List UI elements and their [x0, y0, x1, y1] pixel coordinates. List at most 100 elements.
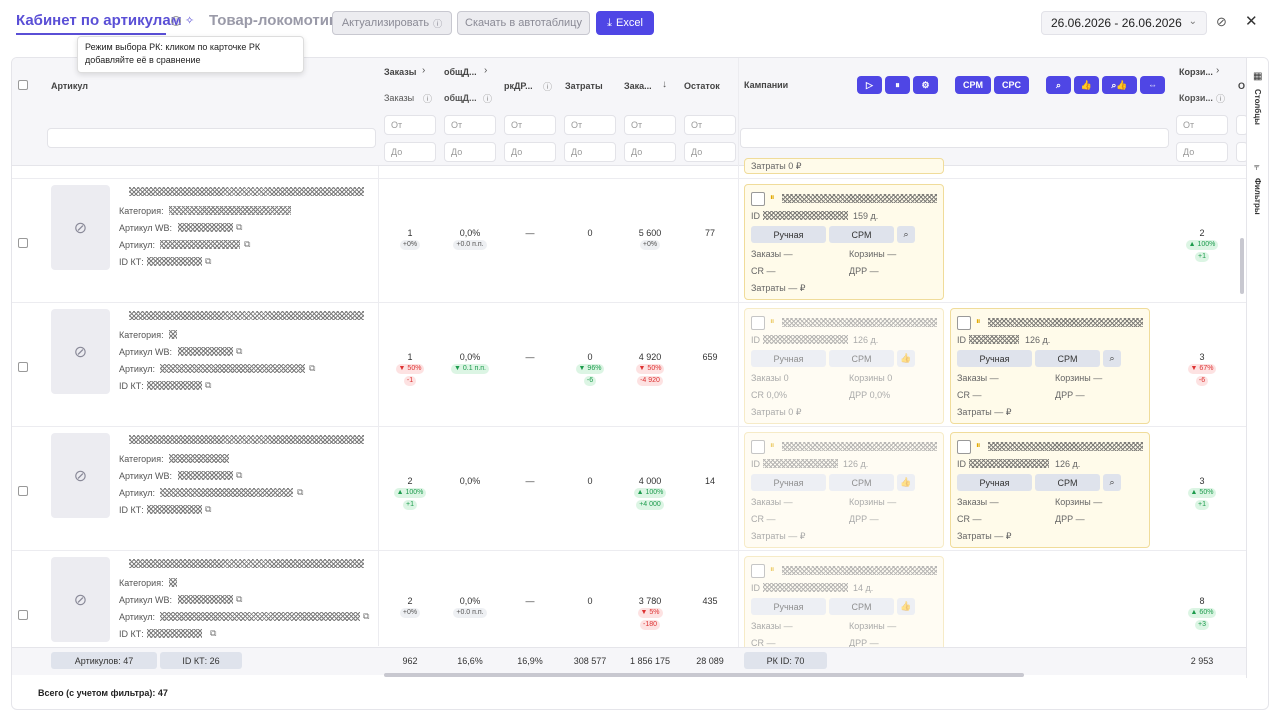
- tab-cabinet-by-article[interactable]: Кабинет по артикулам: [16, 12, 182, 29]
- stock-from-input[interactable]: От: [684, 115, 736, 135]
- card-checkbox[interactable]: [751, 316, 765, 330]
- campaign-card-partial[interactable]: Затраты 0 ₽: [744, 158, 944, 174]
- select-mode-icon[interactable]: ✧: [185, 15, 195, 27]
- manual-button[interactable]: Ручная: [751, 474, 826, 491]
- copy-icon[interactable]: ⧉: [205, 256, 212, 266]
- campaign-filter-input[interactable]: [740, 128, 1169, 148]
- carts-from-input[interactable]: От: [1176, 115, 1228, 135]
- carts-to-input[interactable]: До: [1176, 142, 1228, 162]
- row-checkbox[interactable]: [18, 238, 28, 248]
- like-icon[interactable]: 👍: [897, 598, 915, 615]
- table-row[interactable]: ⊘ Категория: Артикул WB: ⧉ Артикул: ⧉ ID…: [12, 427, 1246, 549]
- row-checkbox[interactable]: [18, 610, 28, 620]
- row-checkbox[interactable]: [18, 362, 28, 372]
- info-icon[interactable]: i: [171, 16, 181, 26]
- download-autotable-button[interactable]: Скачать в автотаблицу: [457, 11, 590, 35]
- manual-button[interactable]: Ручная: [957, 474, 1032, 491]
- cpm-button[interactable]: CPM: [829, 598, 894, 615]
- table-row[interactable]: ⊘ Категория: Артикул WB: ⧉ Артикул: ⧉ ID…: [12, 179, 1246, 301]
- settings-icon[interactable]: ⚙: [913, 76, 938, 94]
- search-icon[interactable]: ⌕: [1103, 474, 1121, 491]
- campaign-card[interactable]: ⏸ ID 126 д. Ручная CPM ⌕ Заказы — Корзин…: [950, 432, 1150, 548]
- col-costs[interactable]: Затраты: [565, 81, 603, 91]
- table-row[interactable]: ⊘ Категория: Артикул WB: ⧉ Артикул: ⧉ ID…: [12, 551, 1246, 647]
- manual-button[interactable]: Ручная: [751, 598, 826, 615]
- col-article[interactable]: Артикул: [51, 81, 88, 91]
- copy-icon[interactable]: ⧉: [236, 594, 243, 604]
- col-orders[interactable]: Заказы: [384, 67, 417, 77]
- cpc-filter-button[interactable]: CPC: [994, 76, 1029, 94]
- rkdr-from-input[interactable]: От: [504, 115, 556, 135]
- col-zaka[interactable]: Зака...: [624, 81, 652, 91]
- chevron-right-icon[interactable]: ›: [484, 65, 488, 76]
- vertical-scrollbar[interactable]: [1240, 238, 1244, 294]
- orders-to-input[interactable]: До: [384, 142, 436, 162]
- columns-icon[interactable]: ▦: [1253, 71, 1263, 82]
- orders-from-input[interactable]: От: [384, 115, 436, 135]
- excel-button[interactable]: ⤓ Excel: [596, 11, 654, 35]
- copy-icon[interactable]: ⧉: [236, 346, 243, 356]
- cpm-button[interactable]: CPM: [829, 474, 894, 491]
- copy-icon[interactable]: ⧉: [363, 611, 370, 621]
- campaign-card[interactable]: ⏸ ID 159 д. Ручная CPM ⌕ Заказы — Корзин…: [744, 184, 944, 300]
- manual-button[interactable]: Ручная: [751, 350, 826, 367]
- copy-icon[interactable]: ⧉: [309, 363, 316, 373]
- costs-from-input[interactable]: От: [564, 115, 616, 135]
- filter-icon[interactable]: ⫧: [1254, 162, 1260, 173]
- article-filter-input[interactable]: [47, 128, 376, 148]
- campaign-card[interactable]: ⏸ ID 14 д. Ручная CPM 👍 Заказы — Корзины…: [744, 556, 944, 647]
- campaign-card[interactable]: ⏸ ID 126 д. Ручная CPM 👍 Заказы — Корзин…: [744, 432, 944, 548]
- card-checkbox[interactable]: [751, 192, 765, 206]
- horizontal-scrollbar[interactable]: [384, 673, 1024, 677]
- campaign-card[interactable]: ⏸ ID 126 д. Ручная CPM 👍 Заказы 0 Корзин…: [744, 308, 944, 424]
- table-row[interactable]: ⊘ Категория: Артикул WB: ⧉ Артикул: ⧉ ID…: [12, 303, 1246, 425]
- search-icon[interactable]: ⌕: [1103, 350, 1121, 367]
- copy-icon[interactable]: ⧉: [236, 222, 243, 232]
- pause-icon[interactable]: ⏸: [885, 76, 910, 94]
- rkdr-to-input[interactable]: До: [504, 142, 556, 162]
- side-filters-tab[interactable]: Фильтры: [1253, 178, 1262, 215]
- sort-down-icon[interactable]: ↓: [662, 79, 667, 90]
- col-stock[interactable]: Остаток: [684, 81, 720, 91]
- copy-icon[interactable]: ⧉: [236, 470, 243, 480]
- card-checkbox[interactable]: [957, 316, 971, 330]
- card-checkbox[interactable]: [751, 564, 765, 578]
- col-carts[interactable]: Корзи...: [1179, 67, 1213, 77]
- col-rkdr[interactable]: ркДР...: [504, 81, 533, 91]
- cpm-button[interactable]: CPM: [829, 226, 894, 243]
- costs-to-input[interactable]: До: [564, 142, 616, 162]
- manual-button[interactable]: Ручная: [751, 226, 826, 243]
- zaka-to-input[interactable]: До: [624, 142, 676, 162]
- close-icon[interactable]: ✕: [1245, 13, 1258, 30]
- search-like-icon[interactable]: ⌕👍: [1102, 76, 1137, 94]
- play-icon[interactable]: ▷: [857, 76, 882, 94]
- chevron-right-icon[interactable]: ›: [422, 65, 426, 76]
- like-icon[interactable]: 👍: [1074, 76, 1099, 94]
- search-icon[interactable]: ⌕: [897, 226, 915, 243]
- zaka-from-input[interactable]: От: [624, 115, 676, 135]
- copy-icon[interactable]: ⧉: [297, 487, 304, 497]
- card-checkbox[interactable]: [957, 440, 971, 454]
- cpm-button[interactable]: CPM: [829, 350, 894, 367]
- campaign-card[interactable]: ⏸ ID 126 д. Ручная CPM ⌕ Заказы — Корзин…: [950, 308, 1150, 424]
- total-to-input[interactable]: До: [444, 142, 496, 162]
- actualize-button[interactable]: Актуализировать ⓘ: [332, 11, 452, 35]
- date-range-select[interactable]: 26.06.2026 - 26.06.2026 ⌄: [1041, 11, 1207, 35]
- copy-icon[interactable]: ⧉: [205, 380, 212, 390]
- link-icon[interactable]: ⇔: [1140, 76, 1165, 94]
- select-all-checkbox[interactable]: [18, 80, 28, 90]
- like-icon[interactable]: 👍: [897, 474, 915, 491]
- like-icon[interactable]: 👍: [897, 350, 915, 367]
- col-total[interactable]: общД...: [444, 67, 477, 77]
- copy-icon[interactable]: ⧉: [210, 628, 217, 638]
- chevron-right-icon[interactable]: ›: [1216, 65, 1220, 76]
- cpm-button[interactable]: CPM: [1035, 474, 1100, 491]
- stock-to-input[interactable]: До: [684, 142, 736, 162]
- copy-icon[interactable]: ⧉: [205, 504, 212, 514]
- total-from-input[interactable]: От: [444, 115, 496, 135]
- cpm-filter-button[interactable]: CPM: [955, 76, 991, 94]
- card-checkbox[interactable]: [751, 440, 765, 454]
- copy-icon[interactable]: ⧉: [244, 239, 251, 249]
- hide-eye-icon[interactable]: ⊘: [1216, 14, 1227, 29]
- search-icon[interactable]: ⌕: [1046, 76, 1071, 94]
